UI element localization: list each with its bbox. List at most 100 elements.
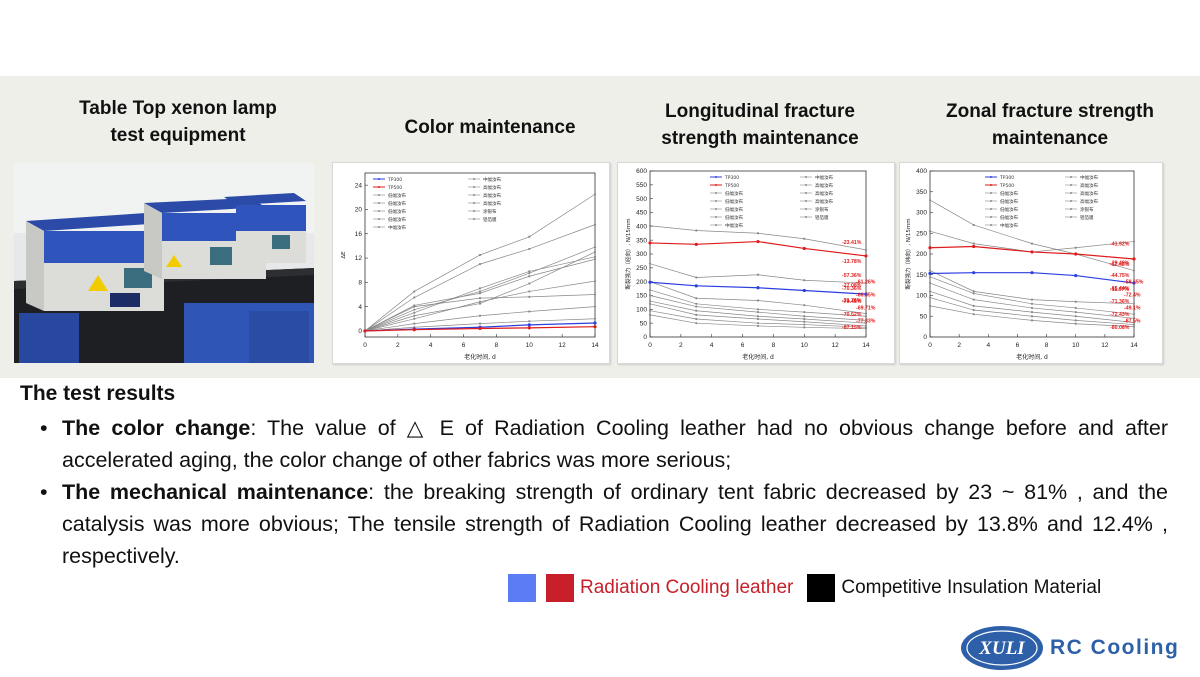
data-point: [802, 246, 806, 251]
legend-entry-label: 低幅汝布: [1000, 198, 1018, 205]
result-color-change-label: The color change: [62, 416, 251, 440]
y-tick-label: 12: [355, 255, 363, 262]
legend-marker: [1070, 216, 1072, 218]
legend-entry-label: 低幅汝布: [1000, 190, 1018, 197]
data-point: [756, 317, 760, 321]
percent-annotation: -70.48%: [842, 299, 862, 305]
data-point: [803, 317, 806, 321]
legend-marker: [805, 208, 807, 210]
data-point: [695, 317, 698, 321]
legend-entry-label: TP500: [387, 185, 402, 191]
legend-entry-label: 高幅汝布: [815, 182, 833, 189]
legend-rc-label: Radiation Cooling leather: [580, 577, 794, 598]
legend-marker: [990, 184, 992, 186]
x-tick-label: 14: [591, 342, 599, 349]
y-tick-label: 400: [636, 224, 647, 231]
data-point: [972, 292, 975, 295]
legend-marker: [990, 216, 992, 218]
y-tick-label: 150: [916, 272, 927, 279]
percent-annotation: -61.26%: [856, 280, 876, 286]
y-tick-label: 300: [636, 251, 647, 258]
data-point: [972, 271, 976, 275]
data-point: [695, 297, 698, 300]
data-point: [1030, 250, 1034, 254]
data-point: [803, 279, 806, 282]
data-point: [528, 275, 531, 278]
percent-annotation: -59.65%: [1124, 280, 1144, 286]
data-point: [864, 315, 868, 318]
header-longitudinal: Longitudinal fracture strength maintenan…: [661, 101, 859, 149]
data-point: [928, 198, 932, 202]
data-point: [593, 321, 597, 325]
data-point: [756, 273, 760, 276]
legend-marker: [805, 184, 807, 186]
data-point: [648, 309, 652, 312]
y-tick-label: 24: [355, 182, 363, 189]
x-tick-label: 14: [862, 342, 870, 349]
data-point: [928, 271, 932, 276]
y-tick-label: 50: [640, 320, 648, 327]
data-point: [928, 296, 932, 299]
data-point: [648, 224, 652, 227]
percent-annotation: -77.33%: [856, 319, 876, 325]
data-point: [1074, 322, 1077, 325]
legend-marker: [990, 224, 992, 226]
legend-marker: [990, 208, 992, 210]
data-point: [928, 246, 932, 250]
data-point: [478, 297, 482, 300]
data-point: [1030, 298, 1034, 301]
data-point: [528, 282, 531, 285]
legend-marker: [378, 210, 380, 212]
legend-entry-label: 低幅汝布: [725, 206, 743, 213]
legend-marker: [990, 200, 992, 202]
percent-annotation: -87.5%: [1124, 319, 1141, 325]
data-point: [756, 286, 760, 290]
x-tick-label: 0: [648, 342, 652, 349]
data-point: [1030, 315, 1034, 318]
legend-entry-label: 低幅汝布: [725, 190, 743, 197]
data-point: [1074, 300, 1077, 303]
legend-entry-label: 低幅汝布: [388, 208, 406, 215]
legend-entry-label: 高幅汝布: [1080, 190, 1098, 197]
data-point: [756, 311, 760, 314]
data-point: [756, 322, 760, 325]
data-point: [864, 312, 868, 315]
data-point: [648, 313, 652, 316]
data-point: [478, 287, 482, 290]
data-point: [648, 241, 652, 245]
data-point: [803, 326, 806, 329]
legend-marker: [378, 218, 380, 220]
data-point: [928, 304, 932, 307]
data-point: [478, 300, 482, 303]
data-point: [972, 304, 975, 307]
data-point: [528, 272, 531, 275]
percent-annotation: -29.49%: [1110, 261, 1130, 267]
data-point: [648, 288, 652, 292]
legend-swatch-blue: [508, 574, 536, 602]
y-tick-label: 350: [916, 189, 927, 196]
data-point: [972, 308, 975, 312]
data-point: [695, 305, 698, 308]
y-tick-label: 200: [916, 251, 927, 258]
header-zonal: Zonal fracture strength maintenance: [946, 101, 1154, 149]
data-point: [803, 237, 806, 240]
legend-marker: [473, 194, 475, 196]
legend-entry-label: 涂银布: [483, 208, 497, 215]
percent-annotation: -65.44%: [1110, 286, 1130, 292]
legend-entry-label: 高幅汝布: [483, 192, 501, 199]
longitudinal-strength-chart-svg: 0 2 4 6 8 10 12 14 0 50 100 150 200 250 300 350 400 450 50…: [624, 168, 876, 361]
x-tick-label: 0: [363, 342, 367, 349]
data-point: [593, 293, 597, 296]
percent-annotation: -44.75%: [1110, 273, 1130, 279]
legend-marker: [715, 224, 717, 226]
data-point: [1074, 306, 1077, 310]
data-point: [593, 246, 597, 249]
data-point: [1132, 317, 1136, 320]
x-tick-label: 4: [429, 342, 433, 349]
data-point: [648, 280, 652, 284]
legend-swatch-black: [807, 574, 836, 602]
y-tick-label: 0: [923, 334, 927, 341]
x-tick-label: 6: [462, 342, 466, 349]
data-point: [413, 314, 416, 317]
x-tick-label: 10: [1072, 342, 1080, 349]
